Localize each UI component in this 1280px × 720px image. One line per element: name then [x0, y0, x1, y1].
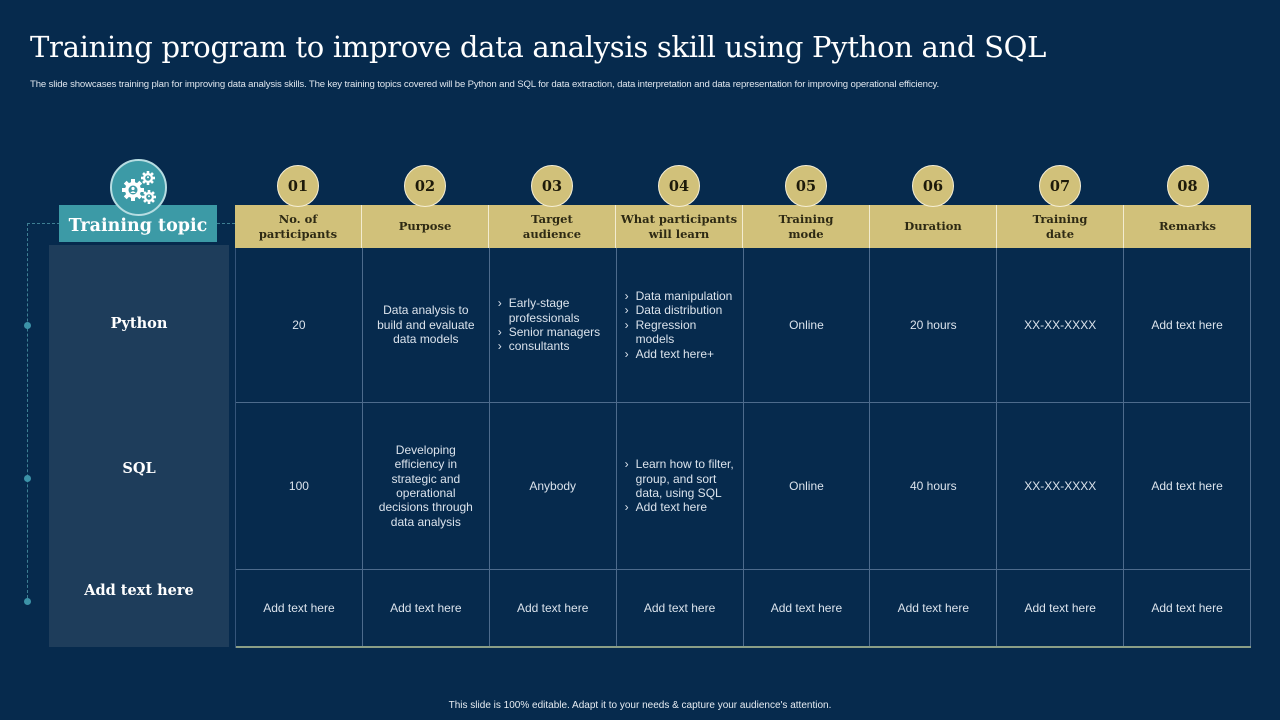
cell-duration: Add text here	[870, 570, 998, 646]
cell-purpose: Add text here	[362, 570, 490, 646]
cell-training-date: Add text here	[997, 570, 1125, 646]
table-row-add-text: Add text here Add text here Add text her…	[236, 570, 1251, 648]
cell-training-mode: Online	[743, 403, 871, 569]
column-header-remarks: 08 Remarks	[1124, 165, 1251, 248]
timeline-dot	[24, 322, 31, 329]
bullet-item: Add text here+	[625, 347, 737, 362]
column-number-badge: 04	[658, 165, 700, 207]
slide-title: Training program to improve data analysi…	[30, 30, 1047, 64]
column-number-badge: 01	[277, 165, 319, 207]
bullet-item: Early-stage professionals	[498, 296, 610, 325]
slide-subtitle: The slide showcases training plan for im…	[30, 79, 939, 90]
column-header-what-learn: 04 What participants will learn	[616, 165, 743, 248]
bullet-item: Senior managers	[498, 325, 610, 340]
column-number-badge: 02	[404, 165, 446, 207]
column-header-duration: 06 Duration	[870, 165, 997, 248]
gears-people-icon	[110, 159, 167, 216]
cell-duration: 20 hours	[870, 248, 998, 402]
cell-what-learn: Add text here	[616, 570, 744, 646]
bullet-item: Data manipulation	[625, 289, 737, 304]
column-header-purpose: 02 Purpose	[362, 165, 489, 248]
cell-remarks: Add text here	[1124, 248, 1251, 402]
column-header-participants: 01 No. of participants	[235, 165, 362, 248]
cell-purpose: Developing efficiency in strategic and o…	[362, 403, 490, 569]
topic-add-text: Add text here	[84, 582, 194, 599]
cell-target-audience: Anybody	[489, 403, 617, 569]
column-header-training-mode: 05 Training mode	[743, 165, 870, 248]
table-row-python: 20 Data analysis to build and evaluate d…	[236, 248, 1251, 403]
cell-target-audience: Early-stage professionals Senior manager…	[489, 248, 617, 402]
column-header-target-audience: 03 Target audience	[489, 165, 616, 248]
cell-participants: 20	[236, 248, 363, 402]
topic-sql: SQL	[122, 460, 156, 477]
column-number-badge: 05	[785, 165, 827, 207]
cell-remarks: Add text here	[1124, 570, 1251, 646]
bullet-item: Regression models	[625, 318, 737, 347]
bullet-item: Data distribution	[625, 303, 737, 318]
timeline-connector	[217, 223, 235, 224]
timeline-connector	[27, 223, 60, 224]
table-row-sql: 100 Developing efficiency in strategic a…	[236, 403, 1252, 570]
bullet-item: consultants	[498, 339, 610, 354]
column-header-training-date: 07 Training date	[997, 165, 1124, 248]
bullet-item: Learn how to filter, group, and sort dat…	[625, 457, 737, 500]
bullet-item: Add text here	[625, 500, 737, 515]
column-number-badge: 03	[531, 165, 573, 207]
timeline-dashed-line	[27, 223, 28, 603]
training-plan-table: 01 No. of participants 02 Purpose 03 Tar…	[235, 165, 1252, 648]
cell-target-audience: Add text here	[489, 570, 617, 646]
topic-python: Python	[110, 315, 168, 332]
cell-what-learn: Data manipulation Data distribution Regr…	[616, 248, 744, 402]
table-header-row: 01 No. of participants 02 Purpose 03 Tar…	[235, 165, 1251, 248]
slide-footer: This slide is 100% editable. Adapt it to…	[448, 700, 832, 711]
training-topic-panel: Python SQL Add text here	[49, 245, 229, 647]
timeline-dot	[24, 598, 31, 605]
cell-training-mode: Online	[743, 248, 871, 402]
cell-participants: Add text here	[236, 570, 363, 646]
cell-purpose: Data analysis to build and evaluate data…	[362, 248, 490, 402]
column-number-badge: 06	[912, 165, 954, 207]
cell-training-mode: Add text here	[743, 570, 871, 646]
timeline-dot	[24, 475, 31, 482]
cell-remarks: Add text here	[1124, 403, 1252, 569]
table-body: 20 Data analysis to build and evaluate d…	[235, 248, 1252, 648]
column-number-badge: 08	[1166, 165, 1209, 207]
cell-training-date: XX-XX-XXXX	[997, 403, 1125, 569]
cell-participants: 100	[236, 403, 363, 569]
cell-what-learn: Learn how to filter, group, and sort dat…	[616, 403, 744, 569]
column-number-badge: 07	[1039, 165, 1081, 207]
cell-duration: 40 hours	[870, 403, 998, 569]
cell-training-date: XX-XX-XXXX	[997, 248, 1125, 402]
